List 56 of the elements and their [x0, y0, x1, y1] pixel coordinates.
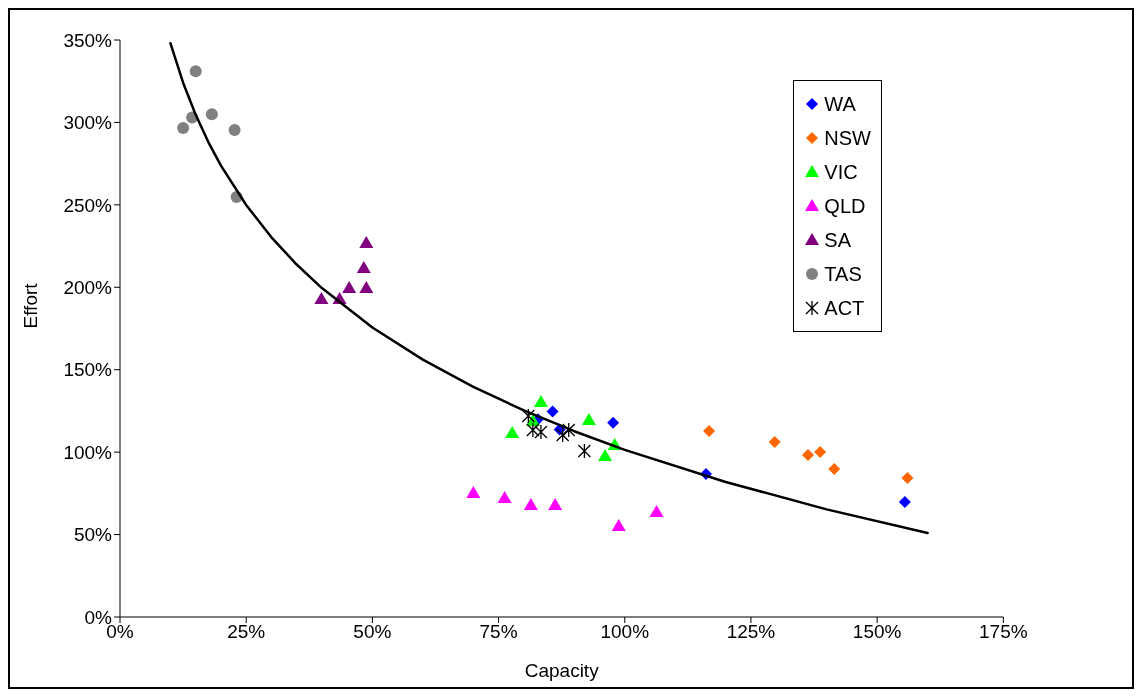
legend-label: WA [824, 92, 856, 116]
point [556, 427, 570, 443]
point [703, 425, 716, 438]
point [523, 498, 538, 511]
y-axis-title: Effort [19, 282, 41, 329]
y-tick-label: 350% [63, 29, 113, 51]
point [356, 261, 371, 273]
point [607, 416, 620, 429]
line-series [169, 42, 929, 535]
legend-label: TAS [824, 262, 862, 286]
point [901, 472, 914, 485]
x-tick-label: 50% [353, 621, 392, 643]
x-tick-label: 125% [726, 621, 776, 643]
point [342, 280, 357, 293]
y-tick-label: 250% [63, 194, 113, 216]
point [649, 504, 664, 517]
legend-label: NSW [824, 126, 871, 150]
point [359, 280, 374, 293]
point [768, 435, 781, 448]
point [177, 122, 190, 135]
y-tick-label: 50% [73, 524, 113, 546]
legend-label: VIC [824, 160, 858, 184]
point [228, 124, 241, 137]
point [205, 108, 218, 121]
point [898, 496, 911, 509]
point [548, 498, 563, 511]
x-axis-title: Capacity [524, 660, 600, 681]
y-tick-label: 100% [63, 441, 113, 463]
point [828, 462, 841, 475]
point [581, 413, 596, 425]
point [546, 405, 559, 418]
y-tick-label: 300% [63, 112, 113, 134]
x-tick-label: 25% [227, 621, 266, 643]
point [505, 426, 520, 439]
point [598, 448, 613, 461]
legend-label: QLD [824, 194, 866, 218]
point [533, 395, 548, 408]
point [497, 490, 512, 503]
x-tick-label: 75% [479, 621, 518, 643]
y-tick-label: 200% [63, 277, 113, 299]
x-tick-label: 175% [979, 621, 1028, 643]
x-tick-label: 100% [600, 621, 650, 643]
point [801, 448, 814, 461]
y-tick-label: 150% [63, 359, 113, 381]
point [577, 443, 592, 459]
point [814, 445, 827, 458]
x-tick-label: 150% [852, 621, 902, 643]
point [189, 65, 202, 78]
point [359, 235, 374, 248]
legend-label: ACT [824, 296, 865, 320]
point [562, 422, 576, 438]
point [611, 519, 626, 531]
point [534, 424, 548, 440]
point [314, 291, 329, 304]
legend-label: SA [824, 228, 852, 252]
point [466, 486, 481, 499]
